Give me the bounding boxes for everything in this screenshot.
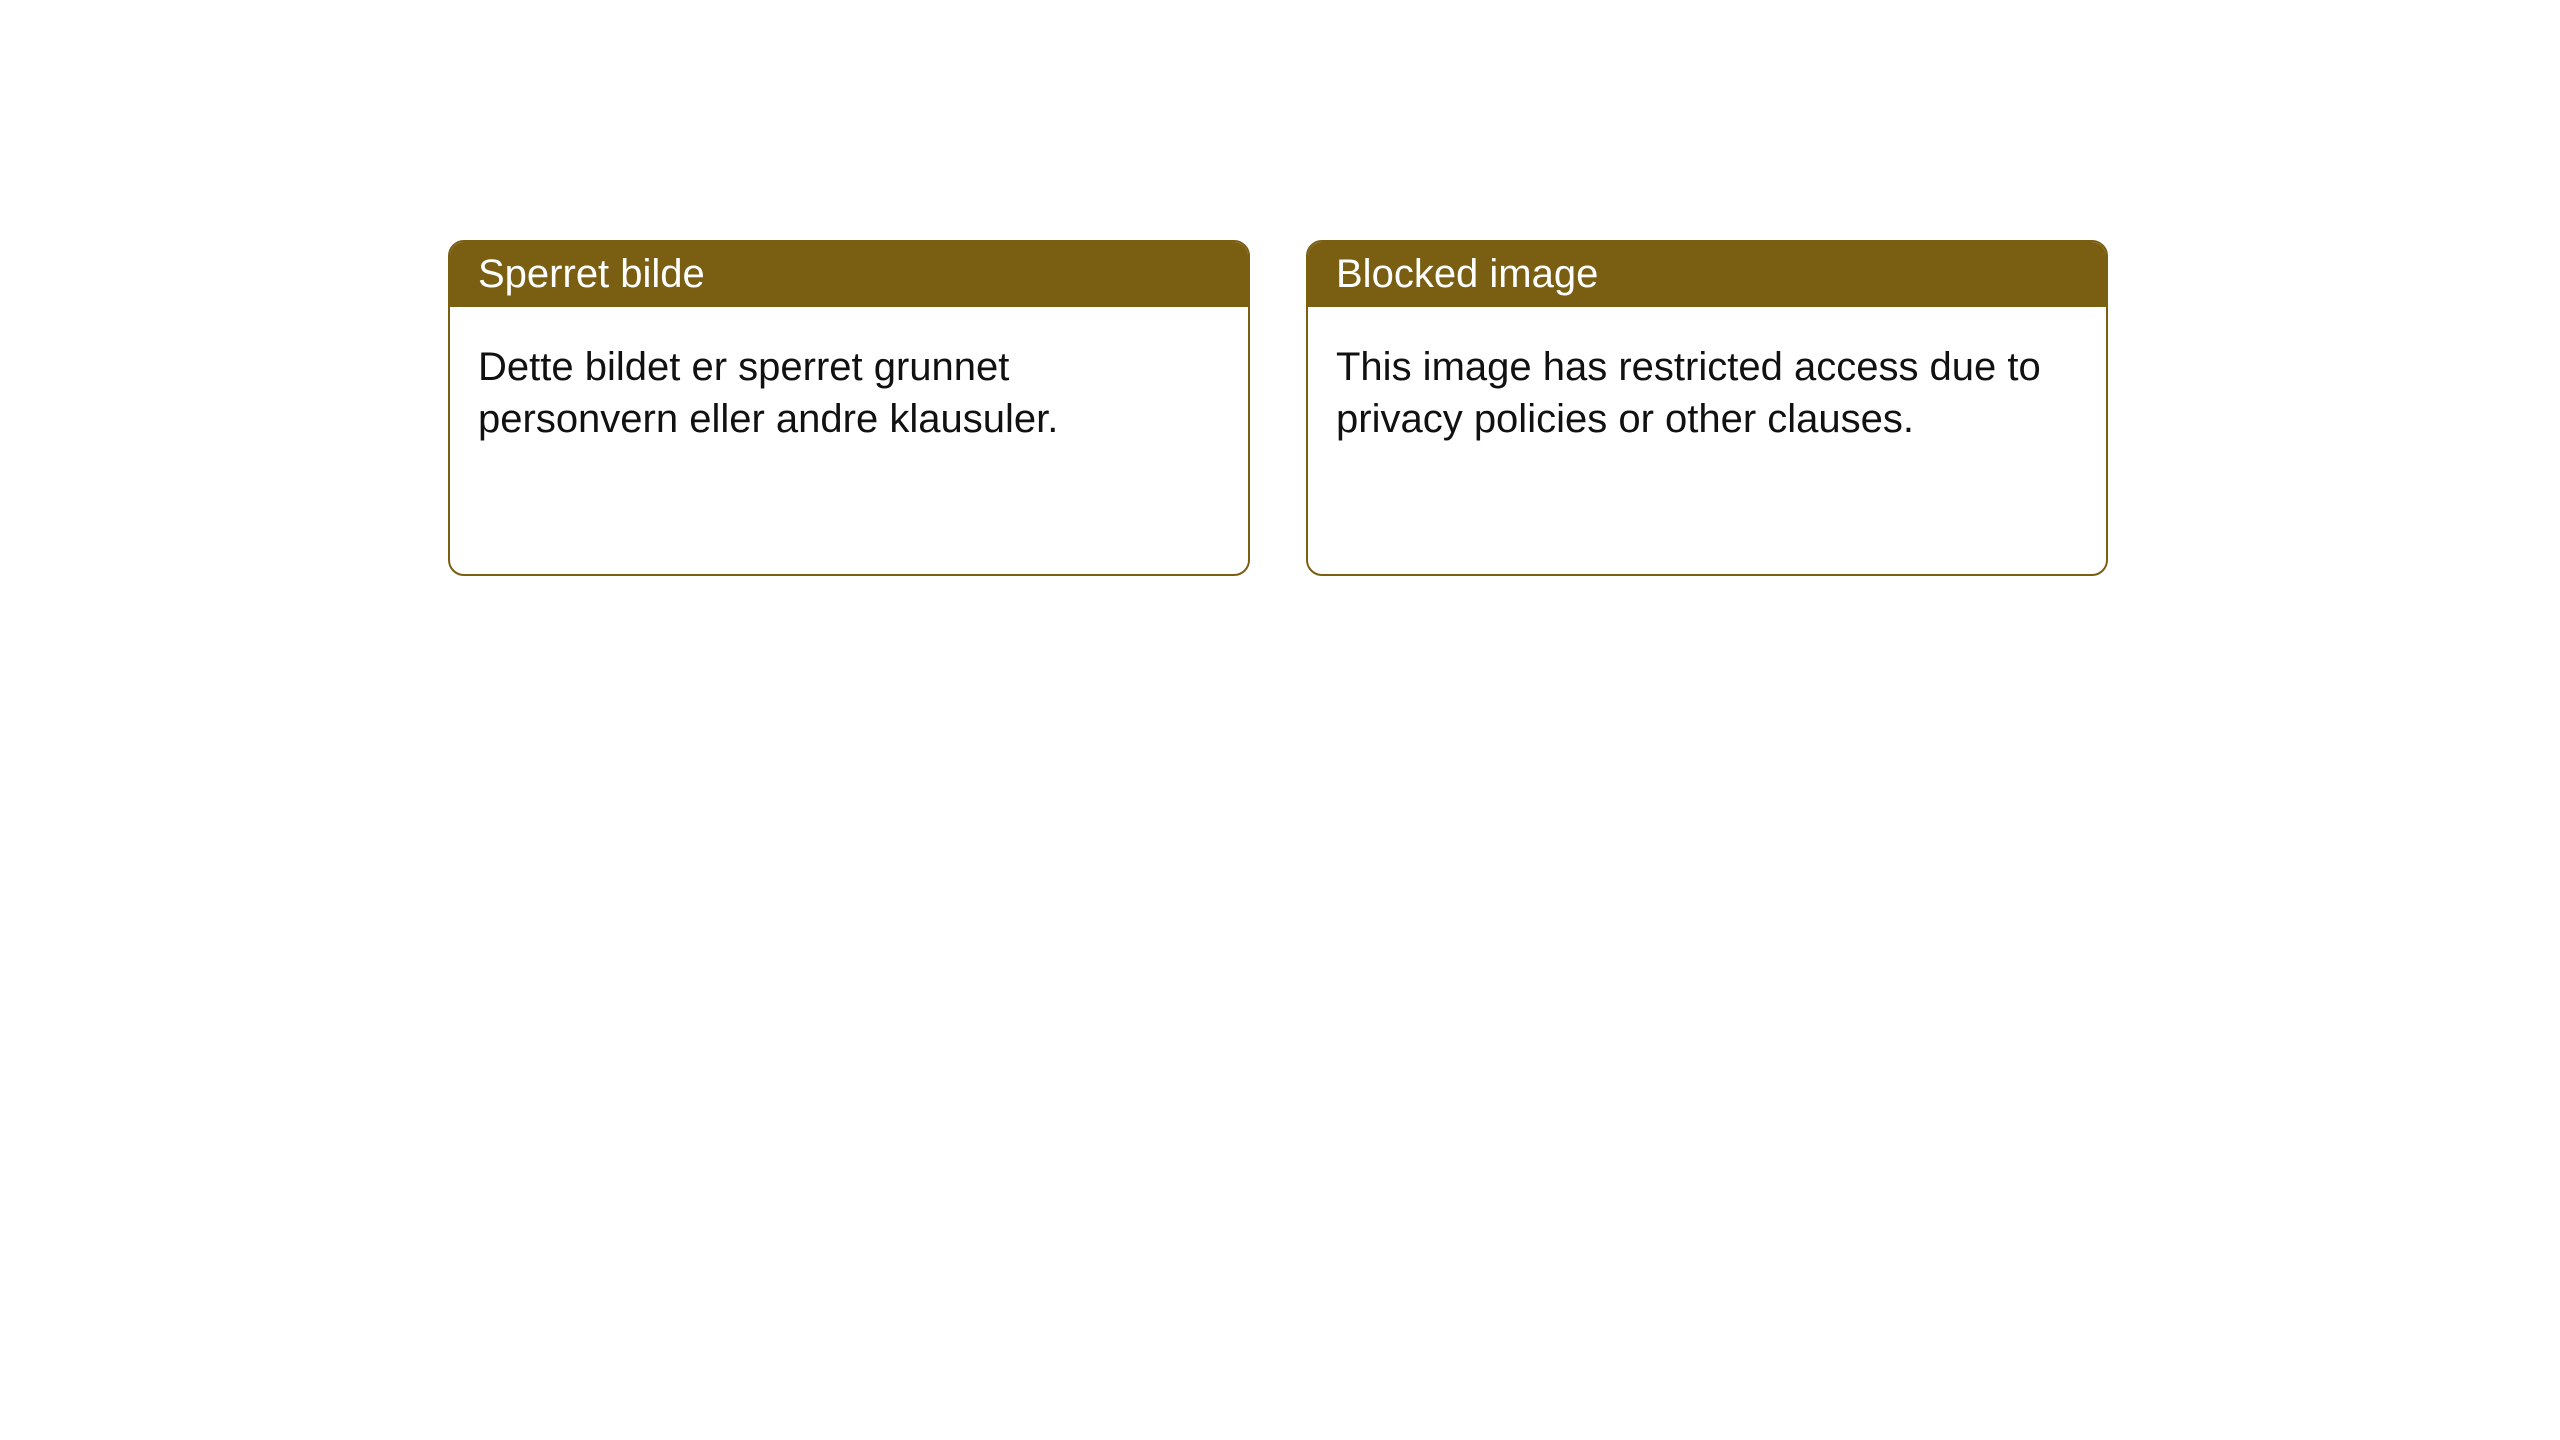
notice-container: Sperret bilde Dette bildet er sperret gr…: [0, 0, 2560, 576]
notice-card-en: Blocked image This image has restricted …: [1306, 240, 2108, 576]
notice-card-nb: Sperret bilde Dette bildet er sperret gr…: [448, 240, 1250, 576]
notice-card-body: Dette bildet er sperret grunnet personve…: [450, 307, 1248, 479]
notice-card-body: This image has restricted access due to …: [1308, 307, 2106, 479]
notice-card-title: Sperret bilde: [450, 242, 1248, 307]
notice-card-title: Blocked image: [1308, 242, 2106, 307]
